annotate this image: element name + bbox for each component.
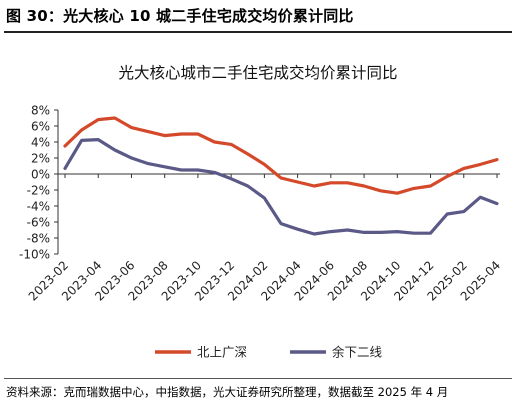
y-tick-label: 0%: [31, 168, 50, 182]
legend-label-1: 余下二线: [332, 345, 383, 360]
y-tick-label: 4%: [31, 136, 50, 150]
figure-label: 图 30：光大核心 10 城二手住宅成交均价累计同比: [6, 7, 354, 25]
y-tick-label: 6%: [31, 120, 50, 134]
series-line-1: [63, 138, 499, 236]
footer-divider: [4, 378, 512, 379]
y-tick-label: -8%: [27, 232, 50, 246]
legend-label-0: 北上广深: [197, 345, 247, 360]
series-line-0: [63, 116, 499, 195]
legend: 北上广深 余下二线: [155, 345, 383, 360]
y-tick-label: 2%: [31, 152, 50, 166]
chart-title: 光大核心城市二手住宅成交均价累计同比: [118, 64, 397, 82]
y-tick-label: -10%: [19, 248, 50, 262]
y-tick-label: -6%: [27, 216, 50, 230]
y-tick-label: -2%: [27, 184, 50, 198]
header-divider: [4, 31, 512, 33]
source-note: 资料来源：克而瑞数据中心，中指数据，光大证券研究所整理，数据截至 2025 年 …: [6, 385, 449, 399]
series-layer: [63, 116, 499, 236]
y-tick-label: -4%: [27, 200, 50, 214]
axes: 8%6%4%2%0%-2%-4%-6%-8%-10%2023-022023-04…: [19, 104, 503, 304]
y-tick-label: 8%: [31, 104, 50, 118]
